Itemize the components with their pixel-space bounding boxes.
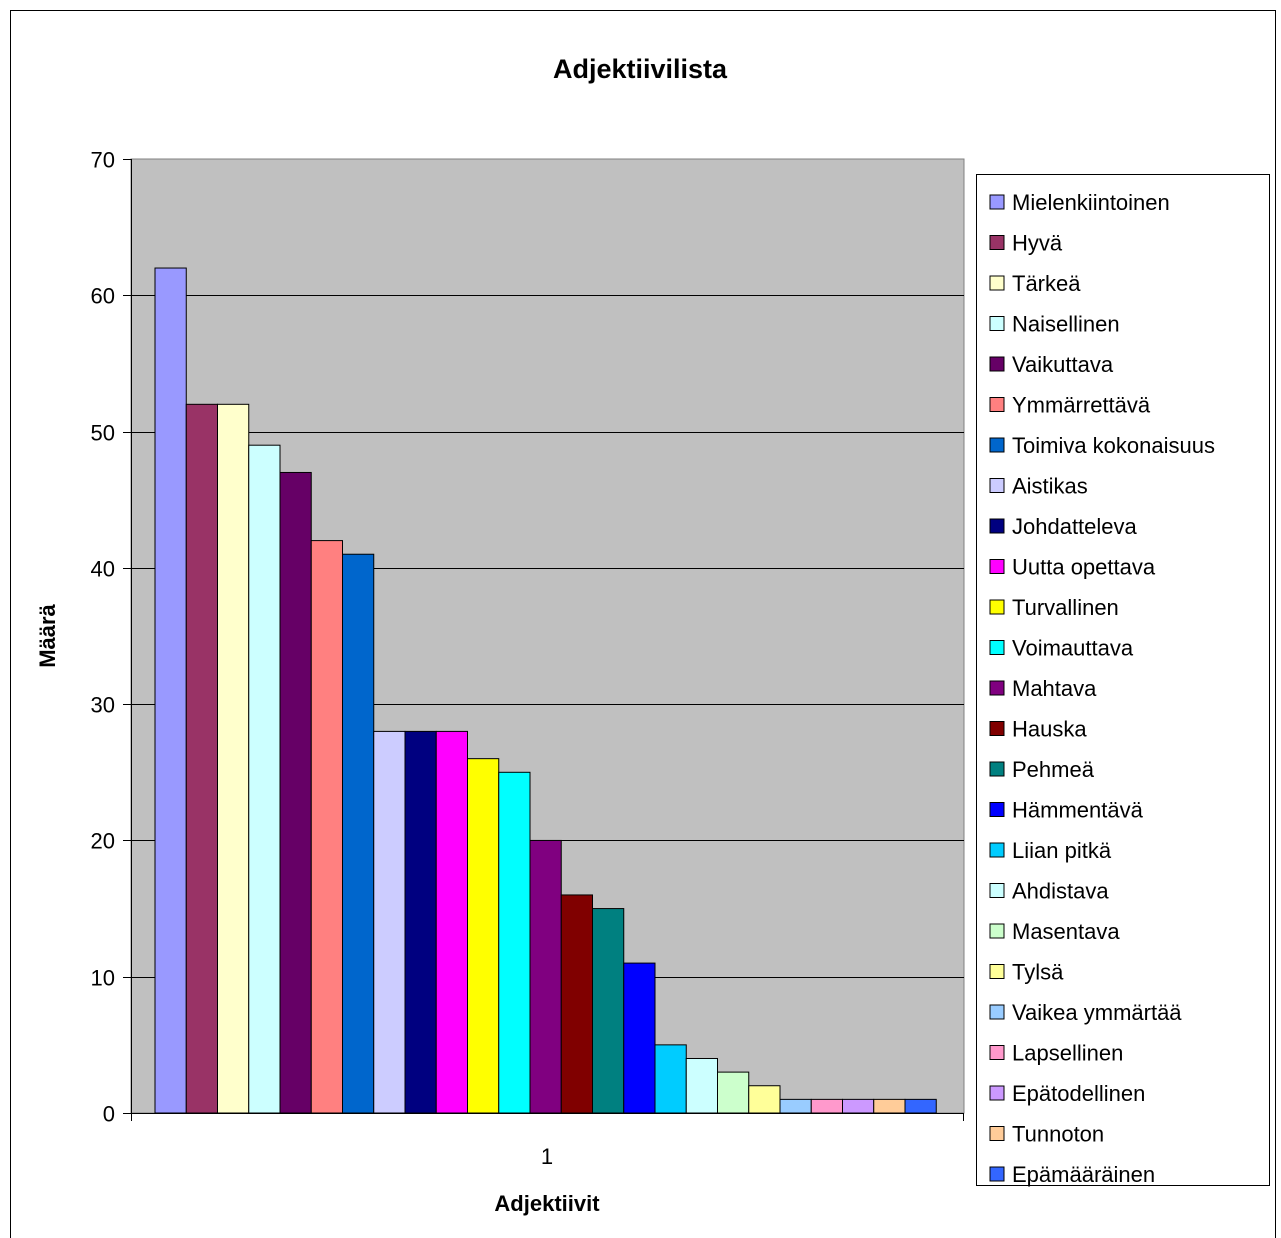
legend-swatch	[989, 275, 1005, 291]
legend-box	[976, 174, 1270, 1186]
legend-swatch	[989, 235, 1005, 250]
legend-label: Vaikea ymmärtää	[1012, 1000, 1182, 1025]
y-tick-label: 10	[91, 966, 115, 991]
legend-swatch	[989, 397, 1005, 412]
legend-label: Toimiva kokonaisuus	[1012, 433, 1215, 458]
bar	[310, 540, 343, 1114]
bar	[623, 962, 656, 1114]
legend-swatch	[989, 1126, 1005, 1141]
legend-swatch	[989, 559, 1005, 574]
legend-swatch	[989, 1085, 1005, 1101]
legend: Mielenkiintoinen Hyvä Tärkeä Naisellinen Vai…	[989, 190, 1215, 1187]
y-tick-label: 50	[91, 421, 115, 446]
y-tick-label: 40	[91, 557, 115, 582]
bar	[717, 1071, 750, 1114]
x-axis-title: Adjektiivit	[494, 1191, 600, 1216]
y-tick-label: 20	[91, 829, 115, 854]
legend-label: Mahtava	[1012, 676, 1097, 701]
bar	[748, 1085, 781, 1114]
bar	[779, 1098, 812, 1114]
legend-label: Pehmeä	[1012, 757, 1095, 782]
legend-swatch	[989, 478, 1005, 493]
y-tick-label: 60	[91, 284, 115, 309]
y-tick-label: 30	[91, 693, 115, 718]
bar	[154, 267, 187, 1114]
legend-label: Mielenkiintoinen	[1012, 190, 1170, 215]
legend-label: Hyvä	[1012, 231, 1063, 256]
bar	[435, 730, 468, 1114]
legend-swatch	[989, 356, 1005, 372]
bar	[217, 403, 250, 1114]
legend-swatch	[989, 640, 1005, 655]
bar	[185, 403, 218, 1114]
legend-swatch	[989, 761, 1005, 777]
legend-label: Naisellinen	[1012, 312, 1120, 337]
bar	[404, 730, 437, 1114]
bar	[529, 839, 562, 1114]
legend-swatch	[989, 316, 1005, 331]
bar	[560, 894, 593, 1114]
bar	[248, 444, 281, 1114]
bar	[467, 758, 500, 1114]
legend-swatch	[989, 923, 1005, 939]
legend-label: Tylsä	[1012, 960, 1064, 985]
bar	[685, 1057, 718, 1114]
legend-label: Hauska	[1012, 717, 1087, 742]
bar	[592, 908, 625, 1114]
legend-label: Tunnoton	[1012, 1122, 1104, 1147]
x-tick-label: 1	[541, 1144, 553, 1169]
legend-swatch	[989, 1166, 1005, 1182]
legend-swatch	[989, 599, 1005, 615]
legend-label: Liian pitkä	[1012, 838, 1112, 863]
y-tick-label: 70	[91, 148, 115, 173]
chart-title: Adjektiivilista	[553, 54, 728, 84]
legend-label: Ahdistava	[1012, 879, 1109, 904]
legend-label: Turvallinen	[1012, 595, 1119, 620]
legend-label: Voimauttava	[1012, 636, 1134, 661]
y-axis-title: Määrä	[35, 603, 60, 667]
legend-swatch	[989, 437, 1005, 453]
bar	[810, 1098, 843, 1114]
bar	[373, 730, 406, 1114]
legend-swatch	[989, 194, 1005, 210]
legend-label: Aistikas	[1012, 474, 1088, 499]
legend-swatch	[989, 518, 1005, 534]
legend-swatch	[989, 964, 1005, 979]
legend-label: Tärkeä	[1012, 271, 1081, 296]
bar	[842, 1098, 875, 1114]
bar	[342, 553, 375, 1114]
bar	[654, 1044, 687, 1114]
legend-swatch	[989, 842, 1005, 858]
bar	[873, 1098, 906, 1114]
legend-swatch	[989, 721, 1005, 736]
legend-label: Johdatteleva	[1012, 514, 1138, 539]
bar	[904, 1098, 937, 1114]
legend-label: Lapsellinen	[1012, 1041, 1123, 1066]
legend-swatch	[989, 802, 1005, 817]
bar	[498, 771, 531, 1114]
legend-swatch	[989, 1045, 1005, 1060]
y-axis-ticks: 0 10 20 30 40 50 60 70	[91, 148, 131, 1127]
legend-label: Hämmentävä	[1012, 798, 1144, 823]
legend-swatch	[989, 883, 1005, 898]
bar	[279, 471, 312, 1114]
y-tick-label: 0	[103, 1102, 115, 1127]
legend-label: Ymmärrettävä	[1012, 393, 1151, 418]
legend-label: Epämääräinen	[1012, 1162, 1155, 1187]
legend-label: Epätodellinen	[1012, 1081, 1145, 1106]
legend-label: Vaikuttava	[1012, 352, 1114, 377]
legend-swatch	[989, 680, 1005, 696]
legend-label: Uutta opettava	[1012, 555, 1156, 580]
legend-swatch	[989, 1004, 1005, 1020]
legend-label: Masentava	[1012, 919, 1120, 944]
